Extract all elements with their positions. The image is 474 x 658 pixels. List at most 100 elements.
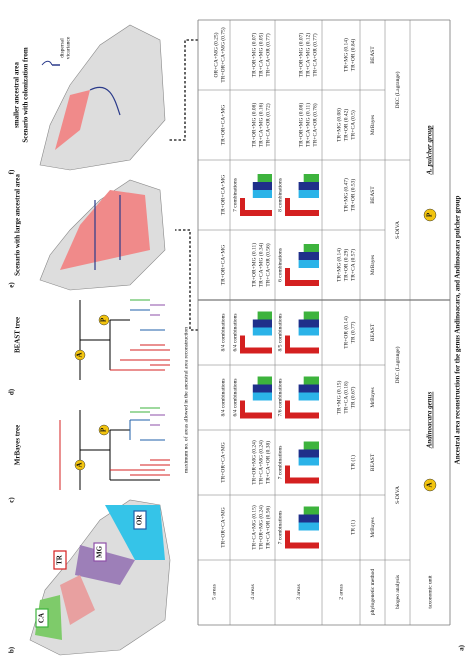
cell-text: 7 combinations xyxy=(277,446,283,480)
row-group-label: maximum no. of areas allowed in the ance… xyxy=(182,327,189,473)
panel-label: c) xyxy=(8,497,16,503)
bar-icon xyxy=(240,335,245,348)
bar-icon xyxy=(257,376,272,385)
tree-badge xyxy=(98,424,110,436)
cell-text: TR+CA+OR (0.56) xyxy=(264,243,271,286)
map-f xyxy=(39,24,166,171)
cell-text: TR+MG (0.47) xyxy=(342,178,349,212)
bar-icon xyxy=(285,542,319,549)
map-b xyxy=(29,499,171,656)
area-label: OR xyxy=(136,514,144,525)
cell-text: TR+CA+MG (0.34) xyxy=(257,243,264,288)
bar-icon xyxy=(298,449,319,458)
cell-text: 7/6 combinations xyxy=(277,378,283,416)
cell-text: TR+CA+MG (0.05) xyxy=(257,33,264,78)
caption: MrBayes tree xyxy=(14,425,22,466)
bar-icon xyxy=(298,182,319,190)
area-label-box xyxy=(53,550,67,570)
cell-text: TR+CA+MG (0.12) xyxy=(304,33,311,78)
cell-text: TR+CA+MG (0.16) xyxy=(257,103,264,148)
cell-text: TR+OR+MG (0.11) xyxy=(250,243,257,287)
cell-text: TR+OR (0.14) xyxy=(342,316,349,349)
cell-text: TR+MG (0.14) xyxy=(335,248,342,282)
panel-label: d) xyxy=(8,388,16,395)
header-label: phylogenetic method xyxy=(370,569,376,616)
legend-entry: vicariance xyxy=(65,36,71,59)
cell-text: 8/4 combinations xyxy=(220,378,226,416)
cell-text: TR+CA+MG (0.15) xyxy=(250,505,257,550)
bar-icon xyxy=(240,347,272,354)
analysis-header: S-DIVA xyxy=(395,221,401,239)
tree-badge-label: P xyxy=(100,317,108,322)
method-header: BEAST xyxy=(370,46,376,64)
cell-text: TR+CA (0.18) xyxy=(342,381,349,413)
panel-label: a) xyxy=(458,644,466,651)
caption: smaller ancestral area xyxy=(13,62,21,128)
panel-label: f) xyxy=(8,169,16,174)
header-label: taxonomic unit xyxy=(427,575,433,609)
unit-badge-label: P xyxy=(426,212,434,217)
cell-text: TR+OR+MG (0.08) xyxy=(250,103,257,148)
bar-icon xyxy=(303,244,319,252)
bar-icon xyxy=(252,384,272,393)
cell-text: 6/4 combinations xyxy=(232,378,238,416)
bar-icon xyxy=(303,311,319,320)
cell-text: TR+OR+CA+MG xyxy=(220,507,226,548)
map-e xyxy=(39,179,166,291)
cell-text: TR+OR (0.29) xyxy=(342,249,349,282)
method-header: MrBayes xyxy=(370,517,376,537)
unit-badge-label: A xyxy=(426,482,434,487)
bar-icon xyxy=(298,319,319,328)
panel-label: e) xyxy=(8,282,16,288)
bar-icon xyxy=(285,412,319,419)
bar-icon xyxy=(298,252,319,260)
analysis-header: DEC (Lagrange) xyxy=(394,346,401,383)
analysis-header: DEC (Lagrange) xyxy=(394,71,401,108)
bar-icon xyxy=(285,465,290,478)
row-label: 2 areas xyxy=(338,584,344,599)
cell-text: TR+OR+CA+MG xyxy=(220,245,226,286)
cell-text: 6/4 combinations xyxy=(232,313,238,351)
cell-text: TR+OR (0.42) xyxy=(342,109,349,142)
bar-icon xyxy=(285,268,290,280)
bar-icon xyxy=(285,347,319,354)
bar-icon xyxy=(285,198,290,210)
unit-name: A. pulcher group xyxy=(426,125,434,176)
cell-text: 8 combinations xyxy=(277,178,283,212)
area-label: TR xyxy=(56,554,64,565)
bar-icon xyxy=(285,210,319,216)
connector xyxy=(168,39,198,331)
cell-text: TR+OR+CA+MG (0.75) xyxy=(219,27,226,82)
cell-text: TR+OR+MG (0.08) xyxy=(297,103,304,148)
analysis-header: S-DIVA xyxy=(395,486,401,504)
cell-text: TR (0.67) xyxy=(349,386,356,408)
cell-text: TR+OR+CA+MG xyxy=(220,175,226,216)
tree-badge-label: P xyxy=(100,427,108,432)
bar-icon xyxy=(298,457,319,466)
cell-text: TR+CA+OR (0.38) xyxy=(264,441,271,484)
cell-text: TR+CA+OR (0.72) xyxy=(264,103,271,146)
bar-icon xyxy=(252,392,272,401)
cell-text: 8/5 combinations xyxy=(277,313,283,351)
tree-badge-label: A xyxy=(76,352,84,357)
bar-icon xyxy=(285,335,290,348)
cell-text: TR+CA+OR (0.77) xyxy=(264,33,271,76)
tree-badge-label: A xyxy=(76,462,84,467)
bar-icon xyxy=(298,260,319,268)
cell-text: TR+CA+MG (0.11) xyxy=(304,103,311,147)
unit-name: Andinoacara genus xyxy=(426,391,434,449)
tree-d xyxy=(79,299,170,380)
cell-text: TR+MG (0.08) xyxy=(335,108,342,142)
method-header: MrBayes xyxy=(370,115,376,135)
row-label: 4 areas xyxy=(250,584,256,599)
header-label: biogeo analysis xyxy=(395,575,401,609)
cell-text: TR+CA+OR (0.77) xyxy=(311,33,318,76)
cell-text: 8/4 combinations xyxy=(220,313,226,351)
bar-icon xyxy=(285,280,319,286)
legend-entry: dispersal xyxy=(59,38,65,58)
tree-c xyxy=(59,407,170,490)
bar-icon xyxy=(285,477,319,484)
method-header: BEAST xyxy=(370,453,376,471)
tree-badge xyxy=(98,314,110,326)
